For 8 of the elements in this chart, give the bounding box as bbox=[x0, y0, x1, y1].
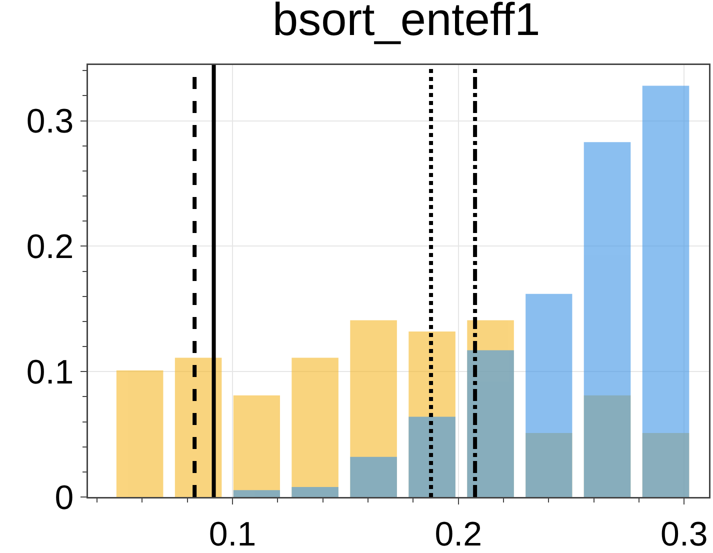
y-tick-label: 0 bbox=[54, 478, 74, 517]
y-tick-label: 0.2 bbox=[26, 228, 74, 266]
x-tick-label: 0.2 bbox=[434, 515, 482, 553]
chart-title: bsort_enteff1 bbox=[272, 0, 540, 45]
y-tick-label: 0.3 bbox=[26, 102, 74, 141]
y-tick-label: 0.1 bbox=[26, 354, 74, 392]
x-tick-label: 0.1 bbox=[208, 515, 256, 553]
x-tick-label: 0.3 bbox=[660, 515, 708, 553]
